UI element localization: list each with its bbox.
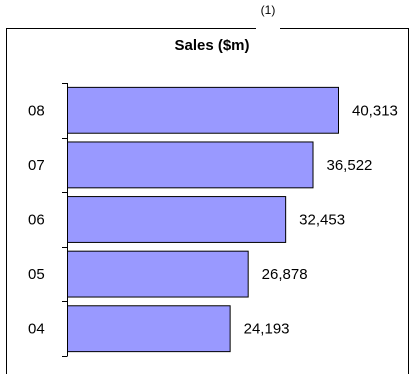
bar-08 [67, 86, 339, 134]
superscript-mask [256, 24, 280, 33]
value-label-04: 24,193 [244, 321, 290, 338]
bar-06 [67, 196, 287, 243]
category-label-07: 07 [28, 157, 45, 174]
value-label-06: 32,453 [299, 212, 345, 229]
bar-07 [67, 141, 314, 189]
value-label-05: 26,878 [262, 266, 308, 283]
bars-layer: 40,313 36,522 32,453 26,878 24,193 [67, 86, 398, 353]
category-label-08: 08 [28, 102, 45, 119]
bar-05 [67, 250, 249, 298]
category-label-04: 04 [28, 321, 45, 338]
value-label-08: 40,313 [352, 102, 398, 119]
category-label-06: 06 [28, 212, 45, 229]
category-label-05: 05 [28, 266, 45, 283]
value-label-07: 36,522 [327, 157, 373, 174]
chart-title: Sales ($m) [174, 37, 249, 54]
chart-border [6, 28, 409, 374]
bar-04 [67, 305, 231, 353]
chart-title-superscript: (1) [261, 3, 276, 17]
axis-layer: 08 07 06 05 04 [28, 83, 68, 357]
